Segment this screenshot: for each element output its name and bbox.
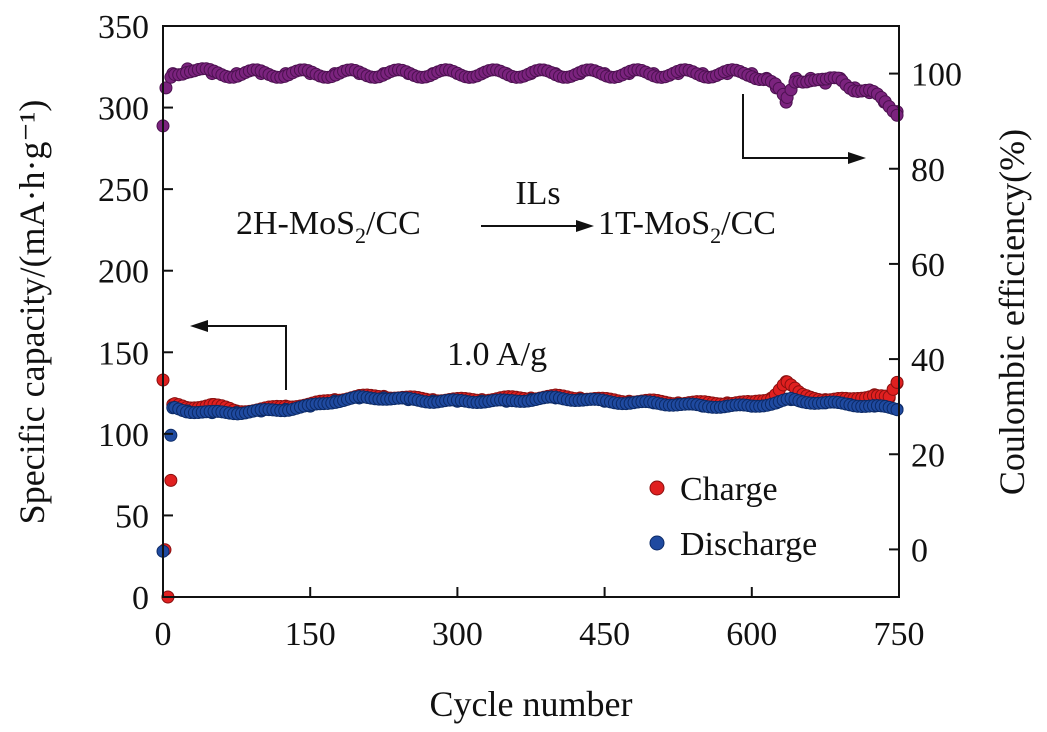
data-point — [890, 108, 904, 122]
reaction-annotation-left: 2H-MoS2/CC — [236, 205, 421, 248]
right-axis-pointer-arrowhead — [848, 152, 866, 164]
series-coulombic-efficiency — [156, 62, 904, 133]
data-point — [164, 428, 178, 442]
reaction-arrowhead — [576, 220, 594, 232]
legend-charge-label: Charge — [680, 471, 778, 508]
data-point — [890, 403, 904, 417]
y-left-tick-label: 350 — [98, 9, 149, 46]
y-axis-left-title: Specific capacity/(mA·h·g⁻¹) — [12, 100, 52, 525]
reaction-label-ils: ILs — [515, 175, 560, 212]
x-tick-label: 150 — [285, 616, 336, 653]
left-axis-pointer-arrowhead — [190, 320, 208, 332]
series-discharge — [156, 390, 904, 558]
y-left-tick-label: 200 — [98, 254, 149, 291]
x-tick-label: 300 — [432, 616, 483, 653]
x-tick-label: 0 — [155, 616, 172, 653]
y-left-tick-label: 50 — [115, 498, 149, 535]
y-left-tick-label: 300 — [98, 91, 149, 128]
x-tick-label: 600 — [726, 616, 777, 653]
y-left-tick-label: 250 — [98, 172, 149, 209]
x-tick-label: 450 — [579, 616, 630, 653]
right-axis-pointer-arrow — [742, 94, 850, 159]
y-right-tick-label: 20 — [911, 437, 945, 474]
y-left-tick-label: 0 — [132, 580, 149, 617]
data-point — [164, 473, 178, 487]
y-right-tick-label: 80 — [911, 152, 945, 189]
y-right-tick-label: 0 — [911, 532, 928, 569]
y-left-tick-label: 100 — [98, 417, 149, 454]
y-right-tick-label: 40 — [911, 342, 945, 379]
plot-frame — [162, 25, 900, 598]
legend-discharge-marker — [649, 535, 665, 551]
legend: Charge Discharge — [649, 471, 817, 563]
data-point — [890, 375, 904, 389]
y-right-tick-label: 60 — [911, 247, 945, 284]
legend-discharge-label: Discharge — [680, 526, 817, 563]
data-marks — [156, 62, 904, 604]
x-tick-label: 750 — [874, 616, 925, 653]
y-left-tick-label: 150 — [98, 335, 149, 372]
reaction-annotation-right: 1T-MoS2/CC — [598, 205, 776, 248]
x-axis-title: Cycle number — [430, 684, 633, 724]
legend-charge-marker — [649, 480, 665, 496]
current-density-label: 1.0 A/g — [447, 336, 547, 373]
ticks: 0 150 300 450 600 750 0 50 100 150 200 250 300 350 0 20… — [98, 9, 962, 653]
y-axis-right-title: Coulombic efficiency(%) — [992, 129, 1032, 495]
left-axis-pointer-arrow — [206, 325, 287, 390]
y-right-tick-label: 100 — [911, 57, 962, 94]
